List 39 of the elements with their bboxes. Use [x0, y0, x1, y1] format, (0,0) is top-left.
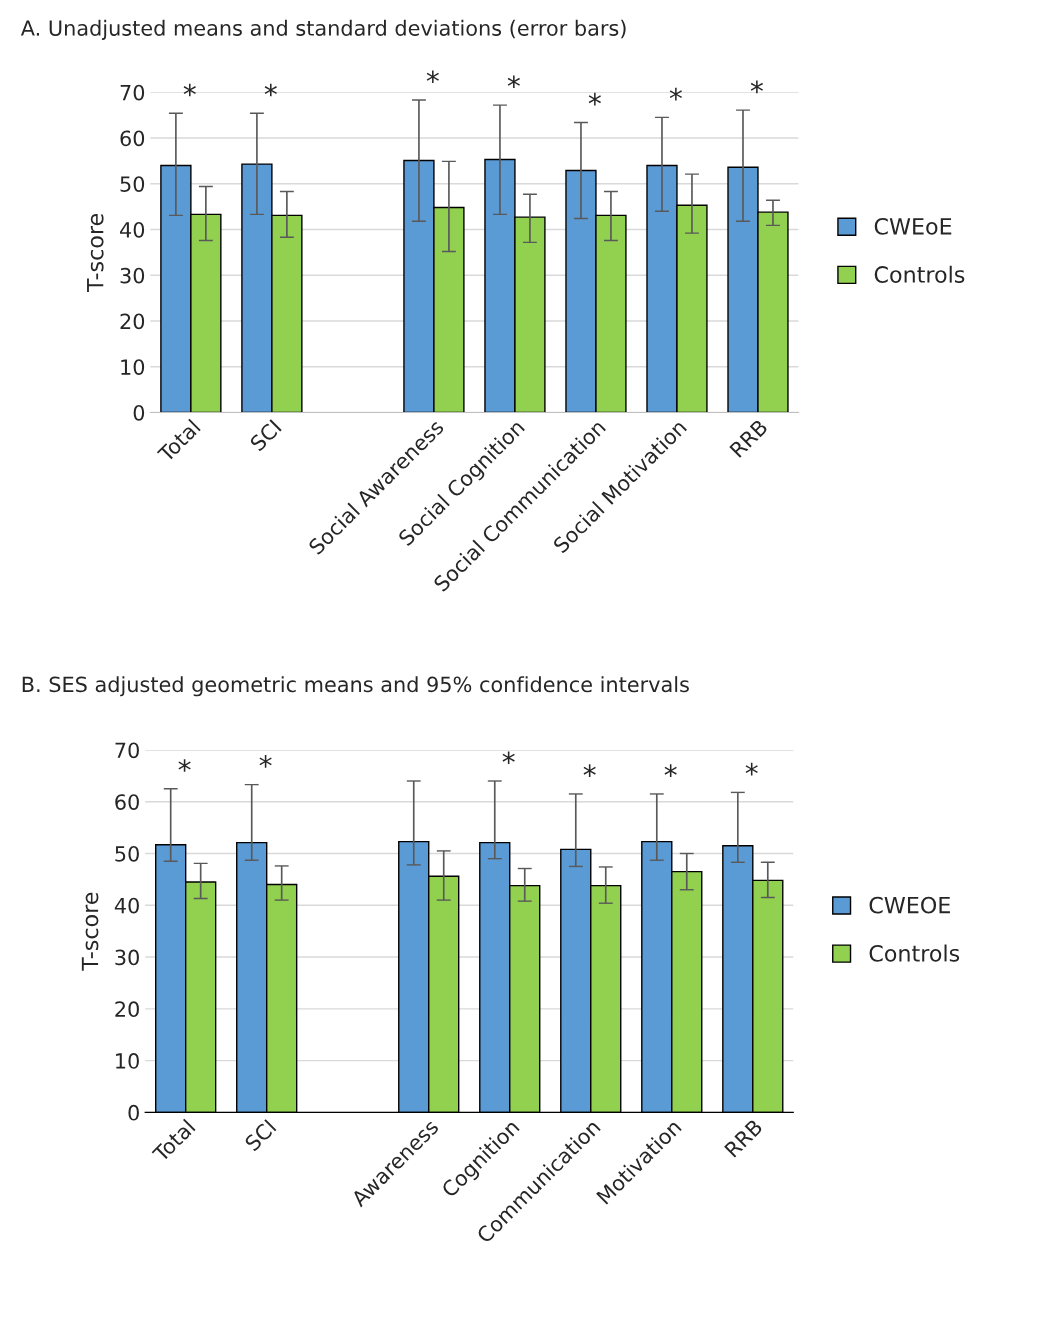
chart-title: A. Unadjusted means and standard deviations (error bars)	[20, 19, 626, 40]
y-tick-label: 70	[115, 742, 139, 759]
y-axis-title: T-score	[87, 213, 104, 293]
legend-label: CWEOE	[869, 896, 950, 914]
y-tick-label: 50	[120, 176, 145, 192]
data-label: *	[669, 87, 682, 101]
data-label: *	[583, 764, 596, 778]
y-axis-title: T-score	[81, 892, 99, 971]
y-tick-label: 40	[120, 221, 145, 238]
y-tick-label: 60	[120, 130, 145, 147]
data-label: *	[750, 80, 763, 94]
chart-title: B. SES adjusted geometric means and 95% confidence intervals	[22, 676, 689, 697]
x-tick-label: SCI	[249, 419, 282, 452]
x-tick-label: SCI	[243, 1118, 277, 1152]
y-tick-label: 40	[114, 897, 139, 914]
y-tick-label: 30	[120, 267, 145, 284]
data-label: *	[745, 762, 758, 776]
y-tick-label: 10	[116, 1053, 139, 1069]
data-label: *	[664, 764, 677, 778]
y-tick-label: 30	[115, 949, 139, 966]
y-tick-label: 60	[115, 794, 139, 810]
data-label: *	[264, 83, 277, 97]
legend-label: CWEoE	[874, 217, 952, 235]
data-label: *	[259, 755, 272, 768]
y-tick-label: 10	[121, 359, 145, 375]
y-tick-label: 0	[133, 404, 145, 421]
data-label: *	[183, 83, 196, 97]
data-label: *	[588, 92, 601, 106]
legend-label: Controls	[869, 944, 960, 962]
y-tick-label: 0	[128, 1104, 139, 1121]
y-tick-label: 20	[120, 313, 145, 330]
y-tick-label: 70	[120, 84, 145, 101]
data-label: *	[502, 751, 515, 765]
legend-label: Controls	[874, 265, 965, 283]
y-tick-label: 20	[115, 1001, 139, 1018]
y-tick-label: 50	[115, 845, 139, 862]
data-label: *	[178, 759, 191, 772]
data-label: *	[426, 70, 439, 84]
data-label: *	[507, 75, 520, 89]
